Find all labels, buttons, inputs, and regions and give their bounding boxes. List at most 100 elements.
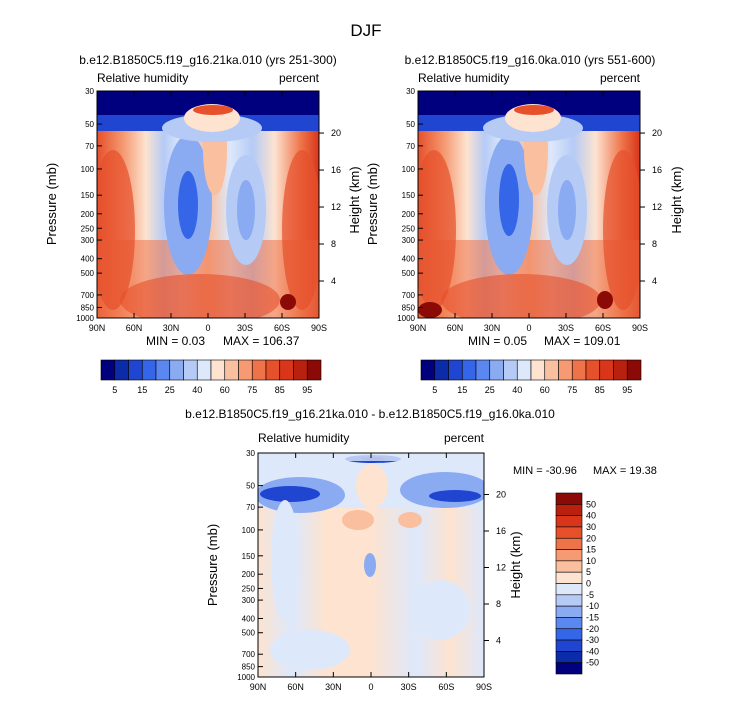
y-tick-label: 30 <box>85 87 94 96</box>
colorbar-swatch <box>555 492 583 505</box>
colorbar-swatch <box>475 359 491 381</box>
y-tick-label: 200 <box>81 210 95 219</box>
panel-3-ylabel: Pressure (mb) <box>205 524 220 606</box>
x-tick-label: 0 <box>205 323 210 333</box>
colorbar-swatch <box>196 359 212 381</box>
colorbar-swatch <box>555 583 583 596</box>
colorbar-label: -15 <box>586 612 599 622</box>
height-tick-label: 4 <box>331 276 336 286</box>
y-tick-label: 250 <box>81 224 95 233</box>
y-tick-label: 70 <box>246 503 255 512</box>
colorbar-label: -40 <box>586 646 599 656</box>
panel-3-title: b.e12.B1850C5.f19_g16.21ka.010 - b.e12.B… <box>185 407 555 421</box>
colorbar-swatch <box>183 359 198 381</box>
colorbar-swatch <box>555 617 583 630</box>
height-tick-label: 16 <box>496 526 506 536</box>
colorbar-swatch <box>626 359 642 381</box>
panel-1-min: MIN = 0.03 <box>146 334 205 348</box>
colorbar-label: 15 <box>586 545 596 555</box>
x-tick-label: 30S <box>237 323 253 333</box>
colorbar-swatch <box>503 359 518 381</box>
x-tick-label: 90N <box>410 323 427 333</box>
colorbar-swatch <box>555 605 583 618</box>
y-tick-label: 500 <box>402 269 416 278</box>
x-tick-label: 60S <box>595 323 611 333</box>
colorbar-label: 30 <box>586 522 596 532</box>
y-tick-label: 700 <box>402 291 416 300</box>
panel-1-title: b.e12.B1850C5.f19_g16.21ka.010 (yrs 251-… <box>79 53 337 67</box>
panel-2: b.e12.B1850C5.f19_g16.0ka.010 (yrs 551-6… <box>365 53 684 395</box>
panel-1: b.e12.B1850C5.f19_g16.21ka.010 (yrs 251-… <box>44 53 362 395</box>
colorbar-swatch <box>293 359 308 381</box>
y-tick-label: 850 <box>402 303 416 312</box>
y-tick-label: 30 <box>246 449 255 458</box>
colorbar-label: 15 <box>457 385 467 395</box>
y-tick-label: 200 <box>242 570 256 579</box>
colorbar-label: 15 <box>137 385 147 395</box>
colorbar-swatch <box>128 359 143 381</box>
colorbar-swatch <box>461 359 477 381</box>
x-tick-label: 60N <box>287 682 304 692</box>
y-tick-label: 850 <box>81 303 95 312</box>
height-tick-label: 4 <box>496 635 501 645</box>
height-tick-label: 16 <box>331 165 341 175</box>
colorbar-label: 40 <box>586 511 596 521</box>
colorbar-label: 95 <box>302 385 312 395</box>
height-tick-label: 8 <box>496 599 501 609</box>
panel-2-field <box>418 91 640 318</box>
y-tick-label: 300 <box>81 236 95 245</box>
y-tick-label: 150 <box>242 552 256 561</box>
y-tick-label: 400 <box>81 255 95 264</box>
colorbar-label: 5 <box>432 385 437 395</box>
colorbar-swatch <box>210 359 226 381</box>
panel-2-min: MIN = 0.05 <box>468 334 527 348</box>
height-tick-label: 8 <box>652 239 657 249</box>
colorbar-swatch <box>516 359 532 381</box>
colorbar-label: 25 <box>485 385 495 395</box>
x-tick-label: 60N <box>126 323 143 333</box>
colorbar-swatch <box>555 537 583 550</box>
colorbar-label: 95 <box>622 385 632 395</box>
y-tick-label: 30 <box>406 87 415 96</box>
colorbar-label: 85 <box>275 385 285 395</box>
colorbar-swatch <box>100 359 116 381</box>
colorbar-label: 40 <box>192 385 202 395</box>
colorbar-swatch <box>306 359 322 381</box>
panel-3: b.e12.B1850C5.f19_g16.21ka.010 - b.e12.B… <box>185 407 657 692</box>
colorbar-swatch <box>599 359 614 381</box>
panel-3-right-label: percent <box>444 431 485 445</box>
colorbar-label: -5 <box>586 590 594 600</box>
colorbar-swatch <box>555 504 583 516</box>
y-tick-label: 850 <box>242 663 256 672</box>
panel-2-ylabel-right: Height (km) <box>669 166 684 233</box>
colorbar-swatch <box>420 359 436 381</box>
colorbar-label: -30 <box>586 635 599 645</box>
colorbar-label: 10 <box>586 556 596 566</box>
panel-3-max: MAX = 19.38 <box>593 465 657 477</box>
colorbar-swatch <box>169 359 184 381</box>
colorbar-swatch <box>555 526 583 539</box>
colorbar-swatch <box>555 662 583 675</box>
y-tick-label: 500 <box>81 269 95 278</box>
y-tick-label: 300 <box>402 236 416 245</box>
colorbar-swatch <box>555 549 583 562</box>
y-tick-label: 200 <box>402 210 416 219</box>
colorbar-label: 20 <box>586 533 596 543</box>
height-tick-label: 8 <box>331 239 336 249</box>
height-tick-label: 16 <box>652 165 662 175</box>
panel-3-left-label: Relative humidity <box>258 431 349 445</box>
panel-1-ylabel-right: Height (km) <box>347 166 362 233</box>
x-tick-label: 60N <box>447 323 464 333</box>
colorbar-swatch <box>555 515 583 528</box>
colorbar-swatch <box>114 359 129 381</box>
colorbar-swatch <box>544 359 559 381</box>
panel-2-title: b.e12.B1850C5.f19_g16.0ka.010 (yrs 551-6… <box>405 53 656 67</box>
colorbar-label: 75 <box>247 385 257 395</box>
colorbar-label: -50 <box>586 658 599 668</box>
height-tick-label: 12 <box>496 562 506 572</box>
colorbar-label: 5 <box>586 567 591 577</box>
colorbar-label: 60 <box>220 385 230 395</box>
colorbar-swatch <box>251 359 267 381</box>
y-tick-label: 50 <box>246 482 255 491</box>
x-tick-label: 0 <box>368 682 373 692</box>
